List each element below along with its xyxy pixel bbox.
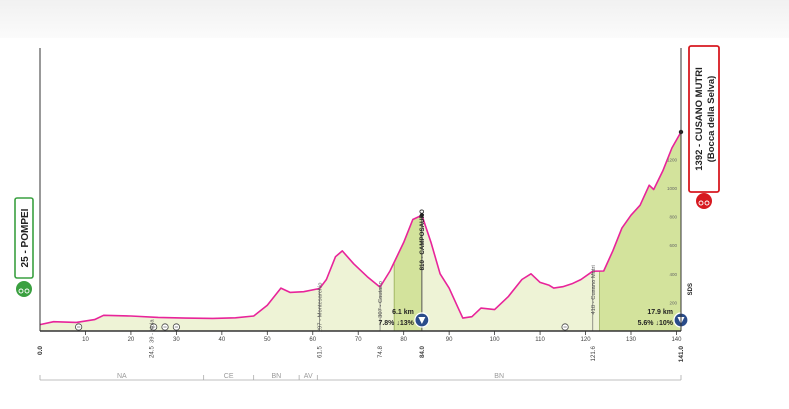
x-tick-label: 100 <box>490 337 501 343</box>
start-bike-icon <box>16 281 32 297</box>
climb-gradient-label: 5.6% ↓10% <box>638 320 674 327</box>
waypoint-km-label: 61.5 <box>317 345 324 358</box>
y-tick-label: 800 <box>669 215 677 220</box>
y-tick-label: 400 <box>669 272 677 277</box>
finish-label-line1: 1392 - CUSANO MUTRI <box>694 67 705 170</box>
waypoint-km-label: 74.8 <box>377 345 384 358</box>
sky-mask <box>40 40 681 325</box>
finish-bike-wheel-icon <box>704 200 710 206</box>
y-tick-label: 1200 <box>667 157 678 162</box>
sds-label: SDS <box>688 283 694 295</box>
x-tick-label: 90 <box>446 337 453 343</box>
waypoint-km-label: 121.6 <box>590 345 597 361</box>
finish-bike-icon <box>696 193 712 209</box>
waypoint-label: 297 - Montesarchio <box>318 283 324 333</box>
waypoint-label: 39 - Nola <box>149 319 155 343</box>
top-band <box>0 0 789 38</box>
x-tick-label: 50 <box>264 337 271 343</box>
x-tick-label: 110 <box>535 337 545 343</box>
kom-badge-arrow-icon <box>418 317 426 324</box>
finish-badge <box>688 45 720 193</box>
x-tick-label: 30 <box>173 337 180 343</box>
x-tick-label: 80 <box>400 337 407 343</box>
summit-dot <box>419 213 424 218</box>
x-tick-label: 140 <box>671 337 682 343</box>
y-tick-label: 600 <box>669 243 677 248</box>
climb-length-label: 17.9 km <box>647 309 673 316</box>
x-tick-label: 10 <box>82 337 89 343</box>
start-label: 25 - POMPEI <box>20 208 31 267</box>
x-tick-label: 20 <box>128 337 135 343</box>
waypoint-km-label: 24.5 <box>148 345 155 358</box>
finish-bike-wheel-icon <box>698 200 704 206</box>
province-label: AV <box>304 373 313 380</box>
x-tick-label: 60 <box>309 337 316 343</box>
y-tick-label: 1000 <box>667 186 678 191</box>
province-label: BN <box>494 373 504 380</box>
x-tick-label: 70 <box>355 337 362 343</box>
profile-line <box>39 131 682 326</box>
x-tick-label: 40 <box>219 337 226 343</box>
x-tick-label: 120 <box>581 337 592 343</box>
waypoint-label: 810 - CAMPOSAURO <box>419 209 426 270</box>
start-bike-wheel-icon <box>24 288 30 294</box>
province-label: NA <box>117 373 127 380</box>
x-tick-label: 130 <box>626 337 637 343</box>
climb-area-1 <box>394 215 422 331</box>
waypoint-km-label: 84.0 <box>419 345 426 358</box>
km-label-finish: 141.0 <box>678 346 685 363</box>
waypoint-label: 307 - Cautano <box>378 281 384 318</box>
y-tick-label: 200 <box>669 300 677 305</box>
province-label: BN <box>272 373 282 380</box>
climb-area-2 <box>599 132 681 331</box>
climb-length-label: 6.1 km <box>392 309 414 316</box>
km-label-start: 0.0 <box>37 346 44 355</box>
finish-label-line2: (Bocca della Selva) <box>706 76 717 163</box>
waypoint-label: 418 - Cusano Mutri <box>591 265 597 314</box>
province-label: CE <box>224 373 234 380</box>
start-bike-wheel-icon <box>18 288 24 294</box>
start-badge <box>14 197 34 279</box>
climb-gradient-label: 7.8% ↓13% <box>378 320 414 327</box>
